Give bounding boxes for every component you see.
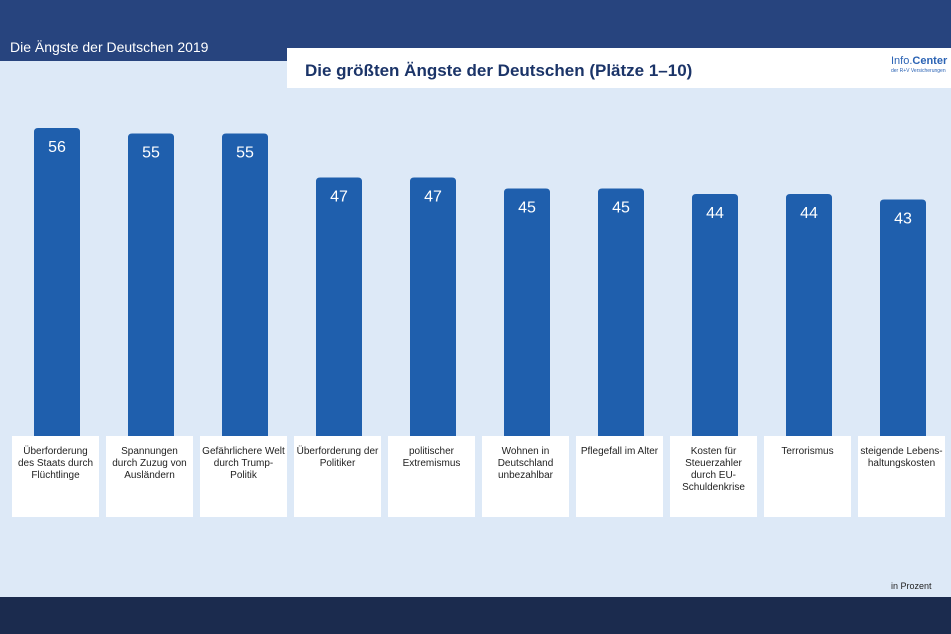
bar-value-label: 43: [894, 211, 912, 228]
title-box: Die größten Ängste der Deutschen (Plätze…: [287, 48, 951, 88]
bar-10: [880, 199, 926, 436]
bar-value-label: 55: [236, 145, 254, 162]
bar-1: [34, 128, 80, 436]
category-label: Spannungen durch Zuzug von Ausländern: [106, 436, 193, 517]
category-label: Überforderung des Staats durch Flüchtlin…: [12, 436, 99, 517]
bar-6: [504, 188, 550, 436]
infocenter-logo: Info.Center der R+V Versicherungen: [891, 55, 951, 85]
category-label: Gefährlichere Welt durch Trump-Politik: [200, 436, 287, 517]
bar-8: [692, 194, 738, 436]
unit-note: in Prozent: [891, 581, 932, 591]
bar-2: [128, 133, 174, 436]
category-label: Überforderung der Politiker: [294, 436, 381, 517]
bar-value-label: 56: [48, 139, 66, 156]
bar-7: [598, 188, 644, 436]
category-label: Pflegefall im Alter: [576, 436, 663, 517]
bar-4: [316, 177, 362, 436]
bar-value-label: 45: [612, 200, 630, 217]
bar-value-label: 44: [800, 205, 818, 222]
footer-band: [0, 597, 951, 634]
logo-text-b: Center: [912, 55, 948, 67]
bar-5: [410, 177, 456, 436]
bar-value-label: 47: [424, 189, 442, 206]
logo-subtext: der R+V Versicherungen: [891, 68, 946, 74]
chart-title: Die größten Ängste der Deutschen (Plätze…: [305, 61, 693, 80]
bar-value-label: 55: [142, 145, 160, 162]
bar-3: [222, 133, 268, 436]
category-label: politischer Extremismus: [388, 436, 475, 517]
category-label: steigende Lebens-haltungskosten: [858, 436, 945, 517]
bar-value-label: 47: [330, 189, 348, 206]
category-label: Kosten für Steuerzahler durch EU-Schulde…: [670, 436, 757, 517]
logo-text-a: Info.: [891, 55, 913, 67]
supertitle: Die Ängste der Deutschen 2019: [10, 39, 209, 55]
bar-value-label: 44: [706, 205, 724, 222]
category-label: Terrorismus: [764, 436, 851, 517]
category-label: Wohnen in Deutschland unbezahlbar: [482, 436, 569, 517]
bar-value-label: 45: [518, 200, 536, 217]
bar-9: [786, 194, 832, 436]
